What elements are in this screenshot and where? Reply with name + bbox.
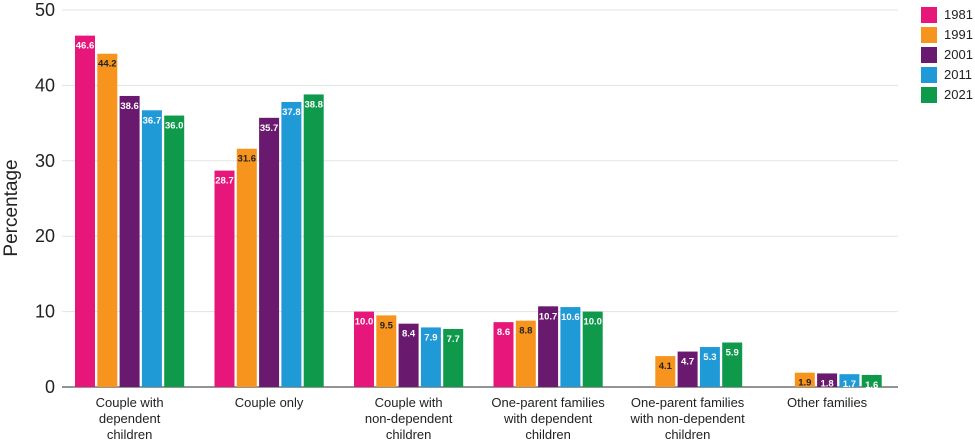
- bar: [582, 311, 603, 387]
- bar: [794, 372, 815, 387]
- x-tick-label: children: [107, 427, 153, 442]
- x-tick-label: non-dependent: [365, 411, 453, 426]
- bar: [97, 53, 118, 388]
- data-label: 8.4: [402, 329, 416, 340]
- y-tick-label: 50: [35, 0, 55, 20]
- data-label: 7.7: [447, 334, 460, 345]
- y-axis-label: Percentage: [1, 159, 22, 256]
- x-tick-label: Couple with: [375, 395, 443, 410]
- data-label: 8.6: [497, 327, 510, 338]
- data-label: 28.7: [215, 176, 234, 187]
- data-label: 10.0: [583, 317, 602, 328]
- legend-label: 1981: [944, 7, 973, 22]
- bar: [303, 94, 324, 387]
- bar: [398, 323, 419, 387]
- data-label: 35.7: [260, 123, 279, 134]
- bar: [376, 315, 397, 387]
- bar: [119, 95, 140, 388]
- bar: [420, 327, 441, 387]
- bar: [214, 170, 235, 387]
- data-label: 5.3: [703, 352, 716, 363]
- y-tick-label: 0: [45, 377, 55, 397]
- data-label: 44.2: [98, 59, 117, 70]
- legend-label: 2001: [944, 47, 973, 62]
- bar: [677, 351, 698, 387]
- x-tick-label: One-parent families: [631, 395, 745, 410]
- y-tick-label: 30: [35, 151, 55, 171]
- bar: [538, 306, 559, 387]
- data-label: 4.7: [681, 357, 694, 368]
- bar: [722, 342, 743, 387]
- legend-label: 2011: [944, 67, 972, 82]
- x-tick-label: children: [525, 427, 571, 442]
- bar: [839, 374, 860, 387]
- bar: [493, 322, 514, 387]
- y-tick-label: 40: [35, 75, 55, 95]
- data-label: 10.0: [355, 317, 374, 328]
- y-tick-label: 20: [35, 226, 55, 246]
- bar: [817, 373, 838, 387]
- bar: [699, 347, 720, 387]
- y-tick-label: 10: [35, 302, 55, 322]
- x-tick-label: with dependent: [503, 411, 593, 426]
- data-label: 8.8: [519, 326, 532, 337]
- legend: 1981 1991 2001 2011 2021: [921, 7, 973, 103]
- data-label: 46.6: [76, 41, 95, 52]
- x-tick-label: Couple only: [235, 395, 304, 410]
- data-label: 9.5: [380, 320, 394, 331]
- data-label: 1.9: [798, 378, 811, 389]
- gridlines: [62, 9, 898, 388]
- x-tick-label: dependent: [99, 411, 161, 426]
- legend-label: 1991: [944, 27, 973, 42]
- bar-groups: 46.644.2 38.6 36.7 36.0 28.7 31.6 35.737.838.8…: [75, 35, 882, 391]
- data-label: 5.9: [726, 348, 739, 359]
- bar: [259, 117, 280, 388]
- data-label: 1.6: [865, 380, 878, 391]
- data-label: 36.0: [165, 121, 184, 132]
- x-tick-label: Other families: [787, 395, 868, 410]
- x-tick-label: with non-dependent: [629, 411, 745, 426]
- data-label: 38.6: [120, 101, 139, 112]
- data-label: 10.7: [539, 311, 558, 322]
- legend-label: 2021: [944, 87, 973, 102]
- bar: [354, 311, 374, 387]
- bar: [141, 110, 162, 388]
- bar: [164, 115, 185, 387]
- bar: [560, 307, 581, 387]
- bar: [281, 101, 302, 387]
- y-axis: 0 10 20 30 40 50: [35, 0, 55, 397]
- legend-swatch: [921, 67, 937, 83]
- x-tick-label: children: [665, 427, 711, 442]
- bar: [515, 320, 536, 387]
- data-label: 31.6: [238, 154, 257, 165]
- data-label: 1.8: [820, 378, 833, 389]
- data-label: 36.7: [143, 115, 162, 126]
- bar: [655, 356, 676, 387]
- bar: [861, 374, 882, 387]
- x-tick-label: Couple with: [96, 395, 164, 410]
- bar: [443, 328, 464, 387]
- x-tick-label: One-parent families: [491, 395, 605, 410]
- bar: [75, 35, 95, 388]
- data-label: 10.6: [561, 312, 580, 323]
- legend-swatch: [921, 47, 937, 63]
- data-label: 4.1: [659, 361, 673, 372]
- x-tick-label: children: [386, 427, 432, 442]
- data-label: 7.9: [424, 332, 437, 343]
- data-label: 38.8: [304, 99, 323, 110]
- bar: [236, 148, 257, 387]
- data-label: 1.7: [843, 379, 856, 390]
- data-label: 37.8: [282, 107, 301, 118]
- legend-swatch: [921, 7, 937, 23]
- legend-swatch: [921, 27, 937, 43]
- legend-swatch: [921, 87, 937, 103]
